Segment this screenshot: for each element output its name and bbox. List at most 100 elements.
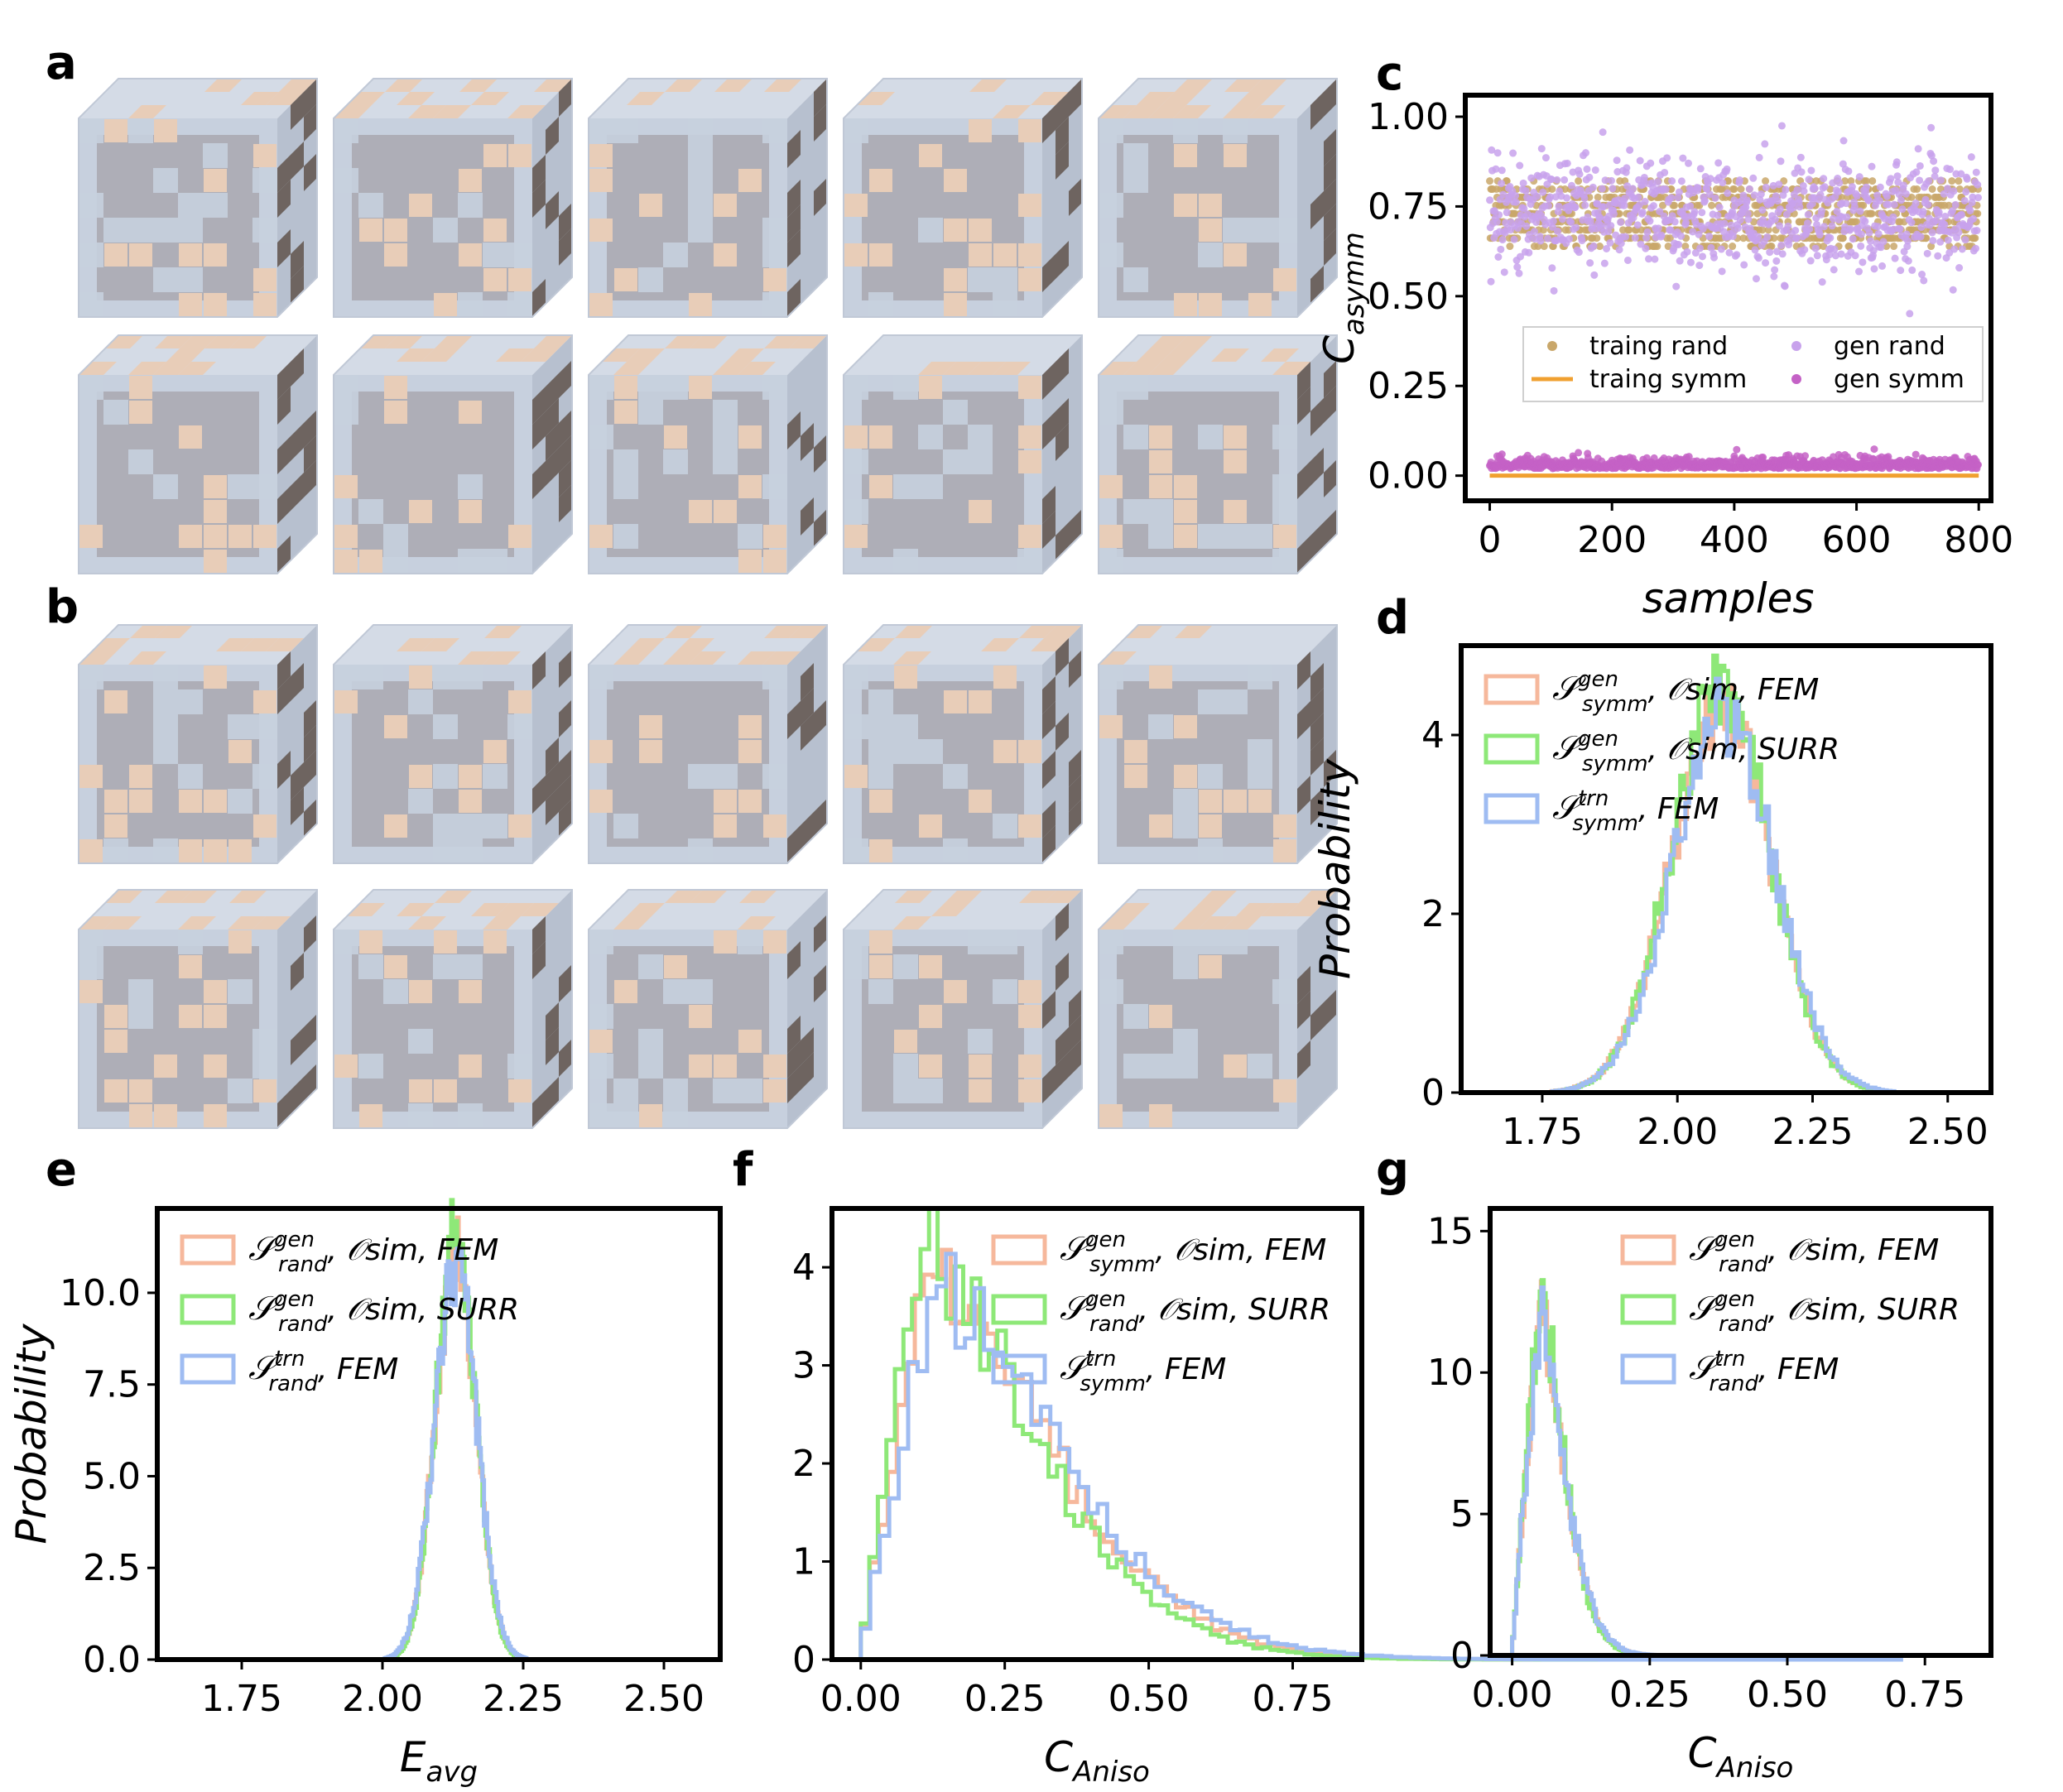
voxel-top bbox=[1137, 348, 1175, 362]
voxel-peach bbox=[384, 243, 407, 267]
scatter-point bbox=[1740, 261, 1748, 269]
scatter-point bbox=[1927, 123, 1936, 132]
voxel-top bbox=[627, 348, 665, 362]
voxel-empty bbox=[153, 714, 178, 739]
voxel-empty bbox=[1123, 143, 1148, 168]
voxel-side bbox=[1310, 688, 1324, 726]
scatter-point bbox=[1641, 198, 1649, 206]
voxel-empty bbox=[993, 930, 1017, 954]
histogram-series-2 bbox=[382, 1247, 529, 1660]
voxel-cube bbox=[78, 889, 318, 1129]
legend-swatch bbox=[991, 1353, 1047, 1385]
voxel-side bbox=[1310, 92, 1324, 130]
voxel-empty bbox=[79, 193, 103, 218]
voxel-side bbox=[1042, 362, 1056, 400]
voxel-empty bbox=[252, 1029, 277, 1054]
x-axis-label: Eavg bbox=[400, 1733, 478, 1789]
scatter-point bbox=[1873, 223, 1882, 231]
voxel-side bbox=[546, 423, 559, 461]
voxel-peach bbox=[969, 1055, 992, 1078]
voxel-empty bbox=[868, 292, 893, 317]
voxel-side bbox=[814, 699, 827, 737]
voxel-peach bbox=[714, 1055, 737, 1078]
scatter-point bbox=[1799, 181, 1807, 190]
voxel-cube bbox=[333, 78, 573, 318]
voxel-side bbox=[304, 1014, 317, 1052]
scatter-point bbox=[1972, 244, 1980, 252]
scatter-point bbox=[1969, 214, 1978, 223]
voxel-peach bbox=[1018, 1079, 1041, 1103]
voxel-side bbox=[559, 799, 572, 837]
scatter-point bbox=[1767, 243, 1776, 251]
scatter-point bbox=[1867, 237, 1875, 245]
voxel-peach bbox=[1018, 1055, 1041, 1078]
legend-swatch bbox=[1620, 1294, 1676, 1325]
legend-sub: symm bbox=[1582, 692, 1648, 717]
voxel-peach bbox=[459, 980, 482, 1003]
voxel-side bbox=[291, 473, 304, 511]
voxel-empty bbox=[738, 524, 762, 549]
legend-extra: , 𝒪sim, FEM bbox=[1648, 673, 1820, 707]
voxel-side bbox=[787, 204, 801, 243]
voxel-top bbox=[435, 890, 473, 903]
scatter-point bbox=[1736, 176, 1744, 185]
voxel-side bbox=[304, 799, 317, 837]
voxel-empty bbox=[1248, 218, 1272, 243]
voxel-empty bbox=[383, 979, 408, 1004]
scatter-point bbox=[1581, 149, 1589, 157]
voxel-empty bbox=[1198, 930, 1223, 954]
x-tick-label: 0.75 bbox=[1253, 1678, 1334, 1720]
legend-g: 𝒮gen rand, 𝒪sim, FEM 𝒮gen rand, 𝒪sim, SURR 𝒮… bbox=[1620, 1227, 1960, 1396]
voxel-top bbox=[1137, 92, 1175, 105]
voxel-peach bbox=[204, 665, 227, 689]
scatter-point bbox=[1955, 177, 1963, 185]
legend-extra: , 𝒪sim, FEM bbox=[1156, 1233, 1327, 1267]
scatter-point bbox=[1520, 204, 1528, 213]
legend-sup: gen bbox=[274, 1287, 315, 1312]
voxel-side bbox=[1042, 1065, 1056, 1103]
scatter-point bbox=[1515, 269, 1523, 277]
voxel-peach bbox=[714, 243, 737, 267]
scatter-point bbox=[1966, 207, 1974, 215]
scatter-point bbox=[1811, 244, 1820, 252]
scatter-point bbox=[1754, 254, 1762, 262]
voxel-peach bbox=[104, 119, 127, 142]
scatter-point bbox=[1806, 225, 1814, 233]
voxel-peach bbox=[1224, 425, 1247, 449]
voxel-empty bbox=[688, 838, 713, 863]
voxel-side bbox=[1056, 713, 1069, 751]
voxel-side bbox=[546, 787, 559, 825]
voxel-top bbox=[128, 362, 166, 375]
voxel-empty bbox=[663, 979, 688, 1004]
voxel-peach bbox=[944, 268, 967, 291]
voxel-side bbox=[1310, 787, 1324, 825]
voxel-side bbox=[787, 1065, 801, 1103]
voxel-peach bbox=[639, 1104, 662, 1127]
voxel-top bbox=[1123, 105, 1161, 118]
chart-d: 1.75 2.00 2.25 2.50 0 2 4 Probability 𝒮gen symm, … bbox=[1311, 643, 1993, 1153]
scatter-point bbox=[1720, 219, 1729, 228]
voxel-cube bbox=[1098, 889, 1338, 1129]
voxel-empty bbox=[868, 764, 893, 789]
y-tick-label: 5 bbox=[1450, 1493, 1474, 1535]
voxel-empty bbox=[1148, 524, 1173, 549]
voxel-side bbox=[1297, 1040, 1310, 1079]
voxel-empty bbox=[153, 267, 178, 292]
scatter-point bbox=[1486, 177, 1494, 185]
voxel-peach bbox=[738, 169, 762, 192]
scatter-point bbox=[1849, 235, 1857, 243]
voxel-peach bbox=[869, 839, 892, 862]
legend-label: 𝒮trn symm, FEM bbox=[1552, 786, 1719, 836]
voxel-side bbox=[1069, 1014, 1082, 1052]
voxel-peach bbox=[129, 790, 152, 813]
voxel-side bbox=[532, 651, 546, 689]
voxel-peach bbox=[1099, 475, 1123, 498]
legend-sub: rand bbox=[268, 1372, 318, 1396]
voxel-side bbox=[291, 1027, 304, 1065]
voxel-empty bbox=[1123, 375, 1148, 400]
voxel-side bbox=[559, 699, 572, 737]
scatter-point bbox=[1762, 183, 1770, 191]
voxel-side bbox=[801, 688, 814, 726]
voxel-top bbox=[421, 638, 459, 651]
voxel-peach bbox=[589, 169, 613, 192]
